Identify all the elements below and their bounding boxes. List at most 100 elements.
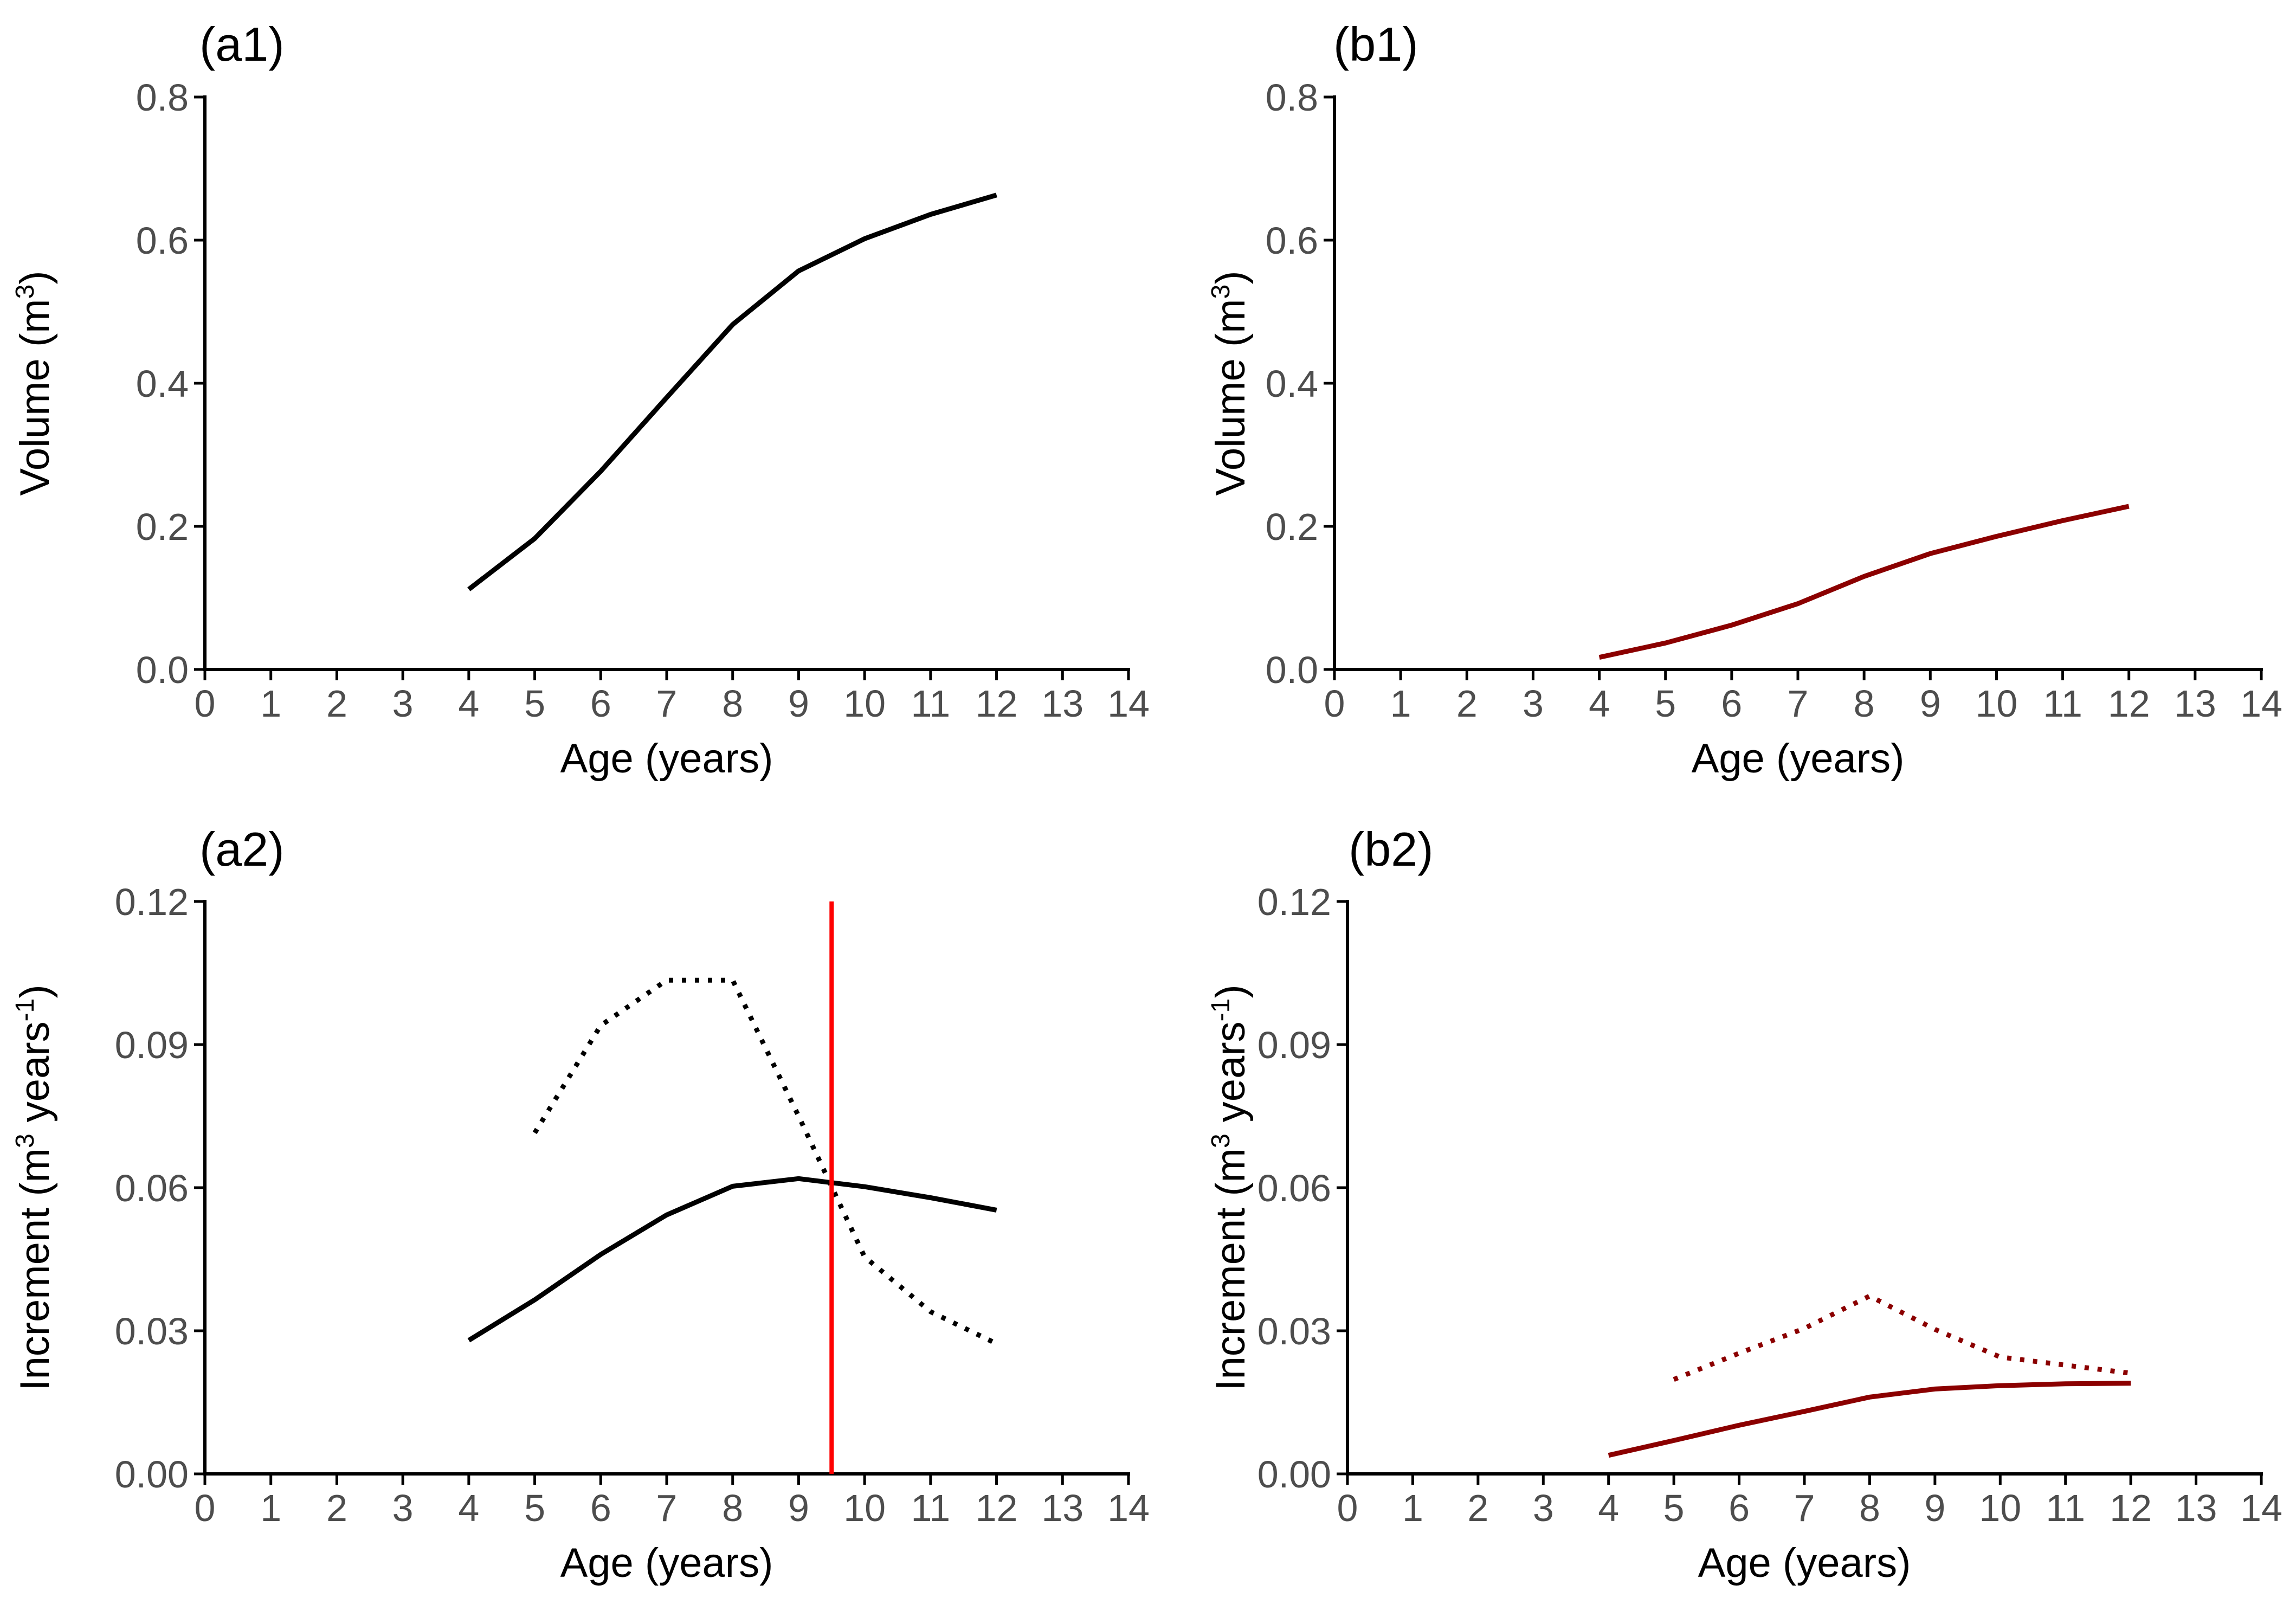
y-axis-title-part: 3 [1207,1133,1235,1148]
y-tick-label: 0.4 [136,363,189,405]
x-axis-title: Age (years) [1698,1540,1911,1586]
x-tick-label: 4 [458,1487,479,1529]
x-tick-label: 2 [1467,1487,1488,1529]
x-tick-label: 9 [788,682,809,725]
y-tick-label: 0.6 [136,220,189,262]
x-tick-label: 10 [843,1487,886,1529]
y-axis-title-part: Volume (m [12,299,58,495]
y-axis-title-part: 3 [1207,285,1235,299]
x-tick-label: 13 [1041,1487,1083,1529]
y-axis-title-part: -1 [1207,998,1235,1022]
x-tick-label: 11 [911,1487,951,1529]
x-tick-label: 6 [1721,682,1742,725]
y-tick-label: 0.03 [1257,1310,1331,1352]
x-tick-label: 5 [524,682,545,725]
series-line-mean-annual-increment [467,1176,997,1343]
x-tick-label: 7 [1794,1487,1815,1529]
x-tick-label: 6 [590,682,611,725]
x-tick-label: 12 [976,682,1018,725]
y-axis-title: Increment (m3 years-1) [11,984,58,1390]
y-axis-title-part: ) [1208,984,1254,998]
x-tick-label: 9 [1920,682,1941,725]
y-tick-label: 0.12 [1257,881,1331,923]
panel-tag: (b1) [1333,17,1418,71]
x-tick-label: 6 [590,1487,611,1529]
x-tick-label: 3 [1523,682,1544,725]
y-tick-label: 0.09 [115,1024,189,1066]
y-tick-label: 0.0 [136,649,189,691]
x-tick-label: 13 [2175,1487,2217,1529]
x-tick-label: 1 [1402,1487,1423,1529]
y-axis-title: Increment (m3 years-1) [1207,984,1254,1390]
x-tick-label: 11 [2043,682,2082,725]
y-axis-title-part: ) [12,984,58,998]
y-tick-label: 0.8 [1266,76,1318,119]
x-tick-label: 0 [1337,1487,1358,1529]
y-tick-label: 0.12 [115,881,189,923]
series-line-volume [1598,504,2130,660]
y-tick-label: 0.0 [1266,649,1318,691]
y-tick-label: 0.2 [136,506,189,548]
y-axis-title-part: Volume (m [1208,299,1254,495]
x-tick-label: 0 [195,1487,216,1529]
x-tick-label: 14 [2240,1487,2282,1529]
x-tick-label: 3 [392,682,414,725]
x-tick-label: 14 [1107,682,1150,725]
x-tick-label: 4 [1598,1487,1619,1529]
y-tick-label: 0.00 [115,1453,189,1496]
y-axis-title-part: ) [12,270,58,284]
x-tick-label: 14 [1107,1487,1150,1529]
y-axis-title-part: years [1208,1021,1254,1133]
panel-tag: (b2) [1349,822,1434,876]
chart-panel-b1: 0 1 2 3 4 5 6 7 8 9 10 11 12 13 140.00.20.40.60.8(b1)A… [1207,17,2282,782]
x-tick-label: 9 [1924,1487,1945,1529]
x-tick-label: 8 [722,682,743,725]
series-line-mean-annual-increment [1608,1381,2131,1458]
x-tick-label: 2 [1456,682,1478,725]
x-tick-label: 10 [1975,682,2017,725]
x-tick-label: 12 [976,1487,1018,1529]
series-line-current-annual-increment [532,977,998,1346]
y-tick-label: 0.4 [1266,363,1318,405]
y-axis-title: Volume (m3) [11,270,58,495]
y-axis-title-part: years [12,1021,58,1133]
x-tick-label: 1 [1390,682,1411,725]
panel-tag: (a1) [199,17,285,71]
x-tick-label: 8 [1854,682,1875,725]
y-tick-label: 0.8 [136,76,189,119]
x-tick-label: 8 [1859,1487,1880,1529]
x-tick-label: 3 [392,1487,414,1529]
chart-panel-a1: 0 1 2 3 4 5 6 7 8 9 10 11 12 13 140.00.20.40.60.8(a1)A… [11,17,1150,782]
x-tick-label: 11 [2046,1487,2085,1529]
x-tick-label: 7 [656,1487,678,1529]
y-tick-label: 0.03 [115,1310,189,1352]
x-tick-label: 8 [722,1487,743,1529]
x-tick-label: 6 [1729,1487,1750,1529]
series-line-current-annual-increment [1673,1293,2131,1382]
x-tick-label: 9 [788,1487,809,1529]
x-tick-label: 10 [843,682,886,725]
x-tick-label: 0 [195,682,216,725]
y-tick-label: 0.2 [1266,506,1318,548]
y-axis-title-part: -1 [11,998,40,1022]
y-axis-title: Volume (m3) [1207,270,1254,495]
chart-panel-b2: 0 1 2 3 4 5 6 7 8 9 10 11 12 13 140.000.030.060.090.12… [1207,822,2282,1586]
x-tick-label: 2 [326,1487,347,1529]
x-tick-label: 1 [260,1487,281,1529]
y-tick-label: 0.06 [1257,1167,1331,1209]
x-tick-label: 13 [2174,682,2216,725]
x-axis-title: Age (years) [560,1540,773,1586]
x-tick-label: 10 [1979,1487,2021,1529]
panel-tag: (a2) [199,822,285,876]
x-tick-label: 7 [1788,682,1809,725]
x-tick-label: 14 [2240,682,2282,725]
y-axis-title-part: ) [1208,270,1254,284]
x-tick-label: 12 [2110,1487,2152,1529]
chart-panel-a2: 0 1 2 3 4 5 6 7 8 9 10 11 12 13 140.000.030.060.090.12… [11,822,1150,1586]
x-tick-label: 4 [458,682,479,725]
y-tick-label: 0.09 [1257,1024,1331,1066]
x-tick-label: 0 [1324,682,1345,725]
x-tick-label: 7 [656,682,678,725]
x-tick-label: 12 [2108,682,2150,725]
